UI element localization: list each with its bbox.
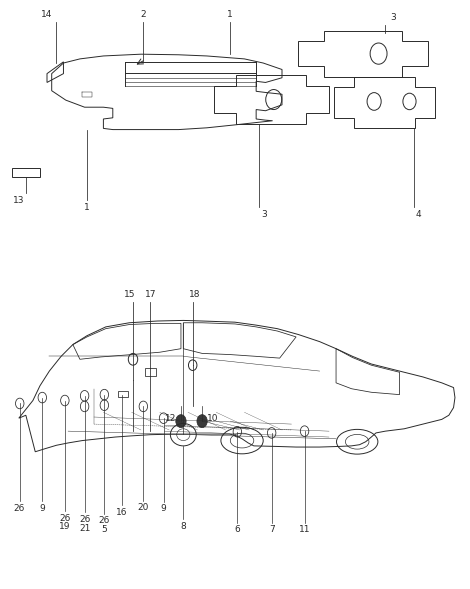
Text: 12: 12 — [165, 413, 176, 423]
Text: 3: 3 — [261, 210, 266, 219]
Text: 19: 19 — [59, 522, 70, 531]
Text: 8: 8 — [180, 522, 186, 531]
Text: 7: 7 — [269, 525, 274, 534]
Text: 17: 17 — [145, 290, 156, 299]
Text: 9: 9 — [161, 504, 166, 513]
Text: 26: 26 — [79, 515, 90, 524]
Circle shape — [197, 415, 207, 428]
Text: 16: 16 — [117, 508, 128, 517]
Text: 13: 13 — [13, 196, 24, 204]
Circle shape — [176, 415, 186, 428]
Text: 11: 11 — [299, 525, 310, 534]
Text: 1: 1 — [227, 10, 233, 19]
Text: 3: 3 — [390, 14, 396, 22]
Text: 10: 10 — [207, 413, 218, 423]
Text: 26: 26 — [59, 514, 70, 522]
Text: 20: 20 — [138, 503, 149, 512]
Text: 15: 15 — [124, 290, 135, 299]
Text: 5: 5 — [102, 525, 107, 534]
Text: 1: 1 — [84, 203, 90, 211]
Text: 18: 18 — [189, 290, 201, 299]
Text: 14: 14 — [41, 10, 53, 19]
Text: 26: 26 — [13, 504, 24, 512]
Text: 26: 26 — [99, 516, 110, 525]
Text: 2: 2 — [141, 10, 146, 19]
Text: 4: 4 — [416, 210, 422, 219]
Text: 9: 9 — [39, 504, 45, 512]
Text: 21: 21 — [79, 524, 90, 532]
Text: 6: 6 — [235, 525, 240, 534]
